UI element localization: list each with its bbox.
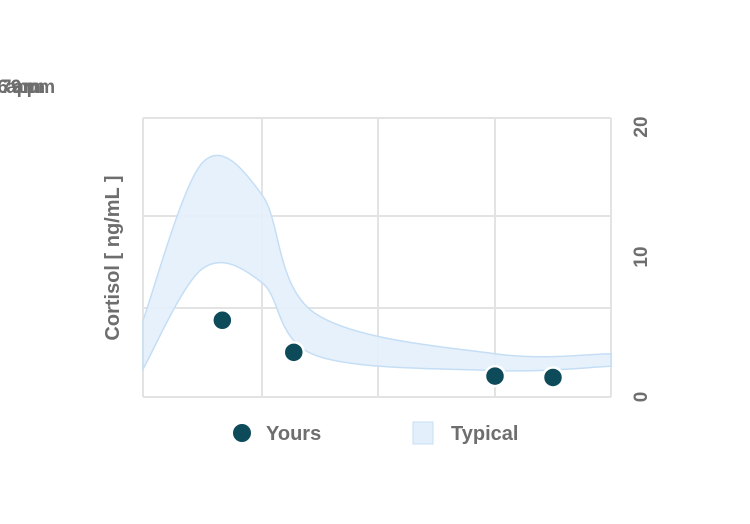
x-tick-label: 6 am [0, 77, 41, 98]
x-tick-label: 8 am [0, 77, 34, 98]
x-tick-label: 9 pm [11, 77, 55, 98]
y-tick-label: 10 [631, 246, 652, 267]
typical-band [142, 154, 612, 372]
yours-point [541, 366, 565, 389]
legend-typical-swatch [412, 421, 434, 445]
legend-yours-label: Yours [266, 423, 321, 445]
y-axis-ticks: 0 10 20 [631, 116, 652, 402]
legend-typical-label: Typical [451, 423, 518, 445]
yours-point [483, 364, 507, 388]
yours-point [211, 309, 234, 332]
yours-point [282, 341, 306, 364]
y-axis-label: Cortisol [ ng/mL ] [102, 175, 124, 340]
yours-points [211, 309, 565, 389]
legend: Yours Typical [231, 421, 518, 445]
y-tick-label: 20 [631, 116, 652, 137]
x-axis-ticks: 6 am8 am7 pm9 pm [0, 77, 55, 98]
y-tick-label: 0 [631, 392, 652, 403]
legend-yours-marker [231, 422, 253, 444]
x-tick-label: 7 pm [1, 77, 45, 98]
